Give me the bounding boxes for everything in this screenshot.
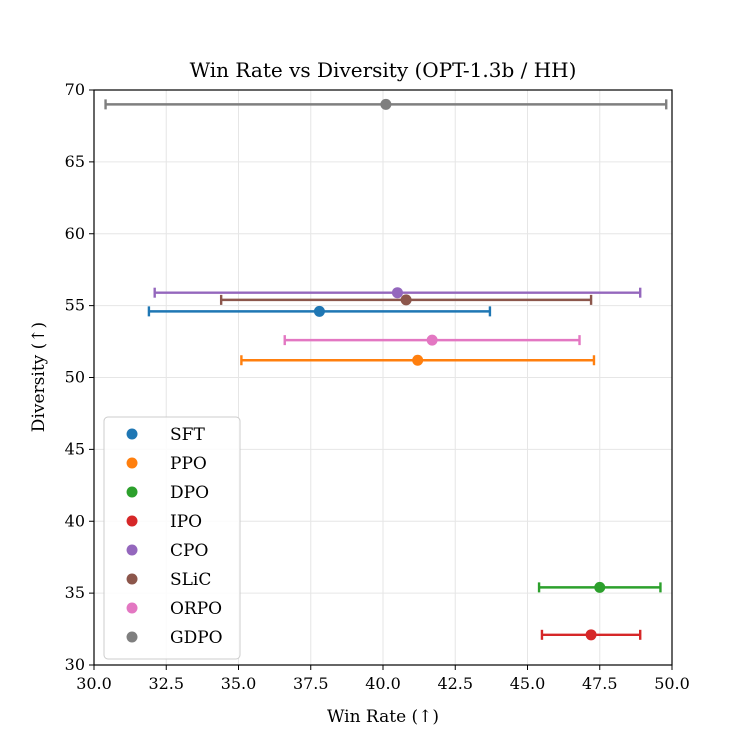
legend-label-cpo: CPO xyxy=(170,541,208,561)
y-tick-label: 40 xyxy=(65,511,85,530)
data-point-dpo xyxy=(594,581,606,593)
legend-label-gdpo: GDPO xyxy=(170,628,223,648)
legend-label-ipo: IPO xyxy=(170,512,202,532)
legend-label-ppo: PPO xyxy=(170,454,207,474)
data-point-ipo xyxy=(585,629,597,641)
y-tick-label: 35 xyxy=(65,583,85,602)
y-axis-ticks: 30 35 40 45 50 55 60 65 70 xyxy=(65,80,94,674)
legend-marker-sft xyxy=(126,428,138,440)
data-point-orpo xyxy=(426,334,438,346)
legend-box xyxy=(103,416,241,660)
x-tick-label: 35.0 xyxy=(221,674,257,693)
legend-marker-gdpo xyxy=(126,631,138,643)
y-tick-label: 30 xyxy=(65,655,85,674)
x-tick-label: 47.5 xyxy=(582,674,618,693)
x-tick-label: 30.0 xyxy=(76,674,112,693)
x-tick-label: 50.0 xyxy=(654,674,690,693)
chart-title: Win Rate vs Diversity (OPT-1.3b / HH) xyxy=(190,58,577,82)
x-tick-label: 40.0 xyxy=(365,674,401,693)
legend-marker-ppo xyxy=(126,457,138,469)
x-axis-ticks: 30.0 32.5 35.0 37.5 40.0 42.5 45.0 47.5 50.0 xyxy=(76,665,690,693)
y-tick-label: 50 xyxy=(65,368,85,387)
data-point-gdpo xyxy=(380,98,392,110)
data-point-sft xyxy=(313,305,325,317)
x-axis-label: Win Rate (↑) xyxy=(327,707,439,727)
legend-label-orpo: ORPO xyxy=(170,599,222,619)
y-tick-label: 65 xyxy=(65,152,85,171)
y-tick-label: 70 xyxy=(65,80,85,99)
y-axis-label: Diversity (↑) xyxy=(29,322,49,432)
legend-label-sft: SFT xyxy=(170,425,205,445)
x-tick-label: 37.5 xyxy=(293,674,329,693)
y-tick-label: 60 xyxy=(65,224,85,243)
legend-label-slic: SLiC xyxy=(170,570,211,590)
legend-marker-dpo xyxy=(126,486,138,498)
legend-marker-ipo xyxy=(126,515,138,527)
data-point-cpo xyxy=(391,287,403,299)
data-point-slic xyxy=(400,294,412,306)
x-tick-label: 32.5 xyxy=(148,674,184,693)
legend-marker-slic xyxy=(126,573,138,585)
legend: SFT PPO DPO IPO CPO SLiC ORPO GDPO xyxy=(103,416,241,660)
data-points xyxy=(313,98,606,641)
legend-marker-orpo xyxy=(126,602,138,614)
legend-marker-cpo xyxy=(126,544,138,556)
y-tick-label: 55 xyxy=(65,296,85,315)
x-tick-label: 42.5 xyxy=(437,674,473,693)
y-tick-label: 45 xyxy=(65,439,85,458)
legend-label-dpo: DPO xyxy=(170,483,209,503)
x-tick-label: 45.0 xyxy=(510,674,546,693)
data-point-ppo xyxy=(412,354,424,366)
